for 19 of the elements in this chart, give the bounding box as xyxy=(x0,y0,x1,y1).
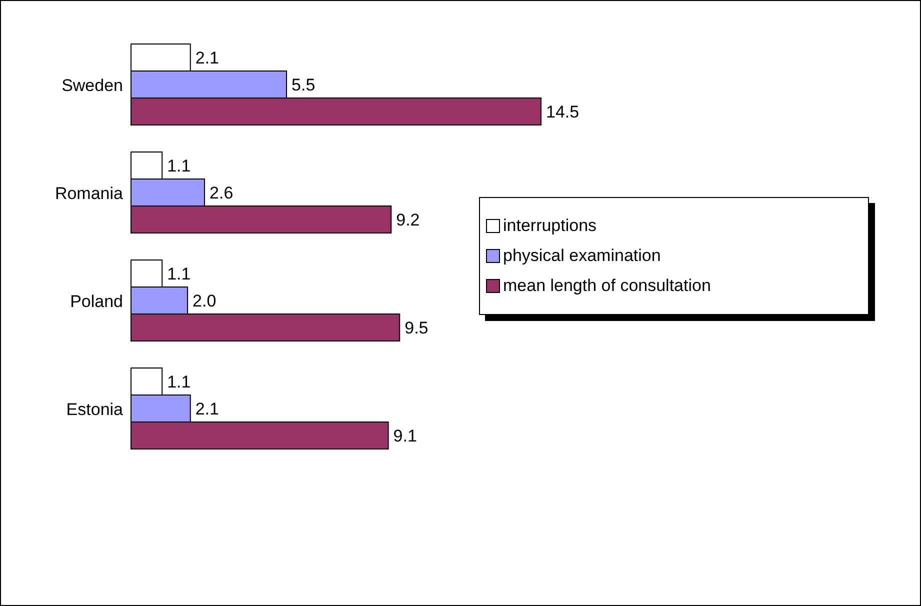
data-label: 1.1 xyxy=(167,156,191,176)
y-tick-label: Romania xyxy=(54,184,124,204)
data-label: 1.1 xyxy=(167,372,191,392)
data-label: 5.5 xyxy=(292,75,316,94)
y-tick-label: Sweden xyxy=(62,76,123,96)
data-label: 2.1 xyxy=(195,48,220,68)
legend-label: physical examination xyxy=(503,246,661,266)
data-label: 2.1 xyxy=(195,399,220,418)
data-label: 2.6 xyxy=(210,183,234,202)
y-tick-label: Poland xyxy=(70,292,123,312)
data-label: 9.5 xyxy=(404,318,428,338)
legend-label: interruptions xyxy=(503,216,597,236)
y-tick-label: Estonia xyxy=(66,400,124,420)
data-label: 2.0 xyxy=(192,291,216,310)
data-label: 14.5 xyxy=(546,102,580,122)
legend-label: mean length of consultation xyxy=(503,276,711,296)
data-label: 9.1 xyxy=(393,426,417,446)
data-label: 9.2 xyxy=(396,210,420,230)
data-label: 1.1 xyxy=(167,264,191,284)
